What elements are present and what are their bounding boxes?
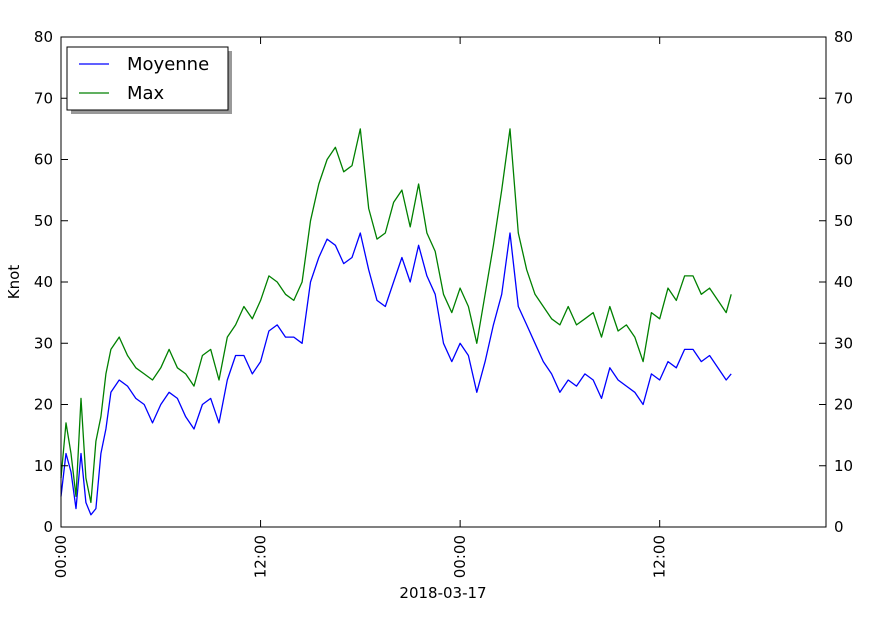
y-tick-label-right: 70: [834, 89, 853, 107]
y-tick-label-left: 0: [43, 518, 53, 536]
series-line-moyenne: [60, 232, 732, 516]
legend-label-moyenne: Moyenne: [127, 54, 209, 75]
y-axis-left: 0 10 20 30 40 50 60 70 80: [34, 28, 68, 536]
y-tick-label-right: 50: [834, 212, 853, 230]
plot-background: [61, 37, 826, 527]
y-tick-label-right: 30: [834, 334, 853, 352]
series-line-max: [60, 128, 732, 504]
y-tick-label-left: 80: [34, 28, 53, 46]
y-tick-label-left: 30: [34, 334, 53, 352]
x-tick-label: 00:00: [52, 535, 70, 578]
y-tick-label-right: 60: [834, 151, 853, 169]
y-tick-label-right: 0: [834, 518, 844, 536]
legend: Moyenne Max: [66, 46, 232, 114]
y-tick-label-left: 60: [34, 151, 53, 169]
series-layer: [60, 128, 732, 516]
y-tick-label-right: 20: [834, 396, 853, 414]
y-tick-label-right: 40: [834, 273, 853, 291]
y-tick-label-left: 10: [34, 457, 53, 475]
y-tick-label-left: 50: [34, 212, 53, 230]
y-tick-label-right: 80: [834, 28, 853, 46]
y-axis-right: 0 10 20 30 40 50 60 70 80: [819, 28, 853, 536]
y-axis-title: Knot: [5, 265, 23, 300]
x-tick-label: 12:00: [651, 535, 669, 578]
x-tick-label: 12:00: [252, 535, 270, 578]
x-axis: 00:00 12:00 00:00 12:00: [52, 37, 669, 578]
y-tick-label-left: 70: [34, 89, 53, 107]
y-tick-label-right: 10: [834, 457, 853, 475]
legend-label-max: Max: [127, 83, 165, 104]
x-tick-label: 00:00: [451, 535, 469, 578]
y-tick-label-left: 20: [34, 396, 53, 414]
x-axis-title: 2018-03-17: [399, 584, 486, 602]
legend-box: [66, 46, 229, 111]
y-tick-label-left: 40: [34, 273, 53, 291]
